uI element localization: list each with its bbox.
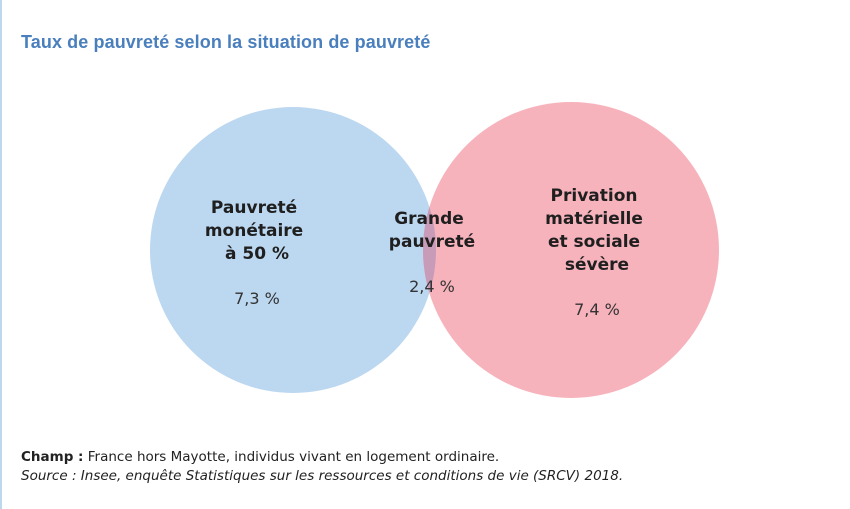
left-circle-monetary-poverty	[150, 107, 436, 393]
right-value: 7,4 %	[574, 300, 620, 319]
footnote-scope: Champ : France hors Mayotte, individus v…	[21, 449, 499, 465]
right-label-line: sévère	[565, 255, 629, 275]
left-label: Pauvreté monétaire à 50 %	[205, 198, 309, 264]
left-value: 7,3 %	[234, 289, 280, 308]
right-circle-material-deprivation	[423, 102, 719, 398]
intersection-label-line: Grande	[394, 209, 464, 229]
footnote-scope-label: Champ :	[21, 449, 84, 465]
footnote-source: Source : Insee, enquête Statistiques sur…	[21, 468, 624, 484]
intersection-value: 2,4 %	[409, 277, 455, 296]
footnote-scope-text: France hors Mayotte, individus vivant en…	[83, 449, 500, 465]
intersection-label-line: pauvreté	[389, 232, 475, 252]
intersection-label: Grande pauvreté	[389, 209, 475, 252]
left-label-line: monétaire	[205, 221, 303, 241]
left-label-line: à 50 %	[225, 244, 289, 264]
left-accent-rule	[0, 0, 2, 509]
right-label-line: et sociale	[548, 232, 640, 252]
right-label: Privation matérielle et sociale sévère	[545, 186, 649, 275]
left-label-line: Pauvreté	[211, 198, 297, 218]
chart-title: Taux de pauvreté selon la situation de p…	[21, 32, 431, 52]
right-label-line: matérielle	[545, 209, 643, 229]
right-label-line: Privation	[551, 186, 638, 206]
